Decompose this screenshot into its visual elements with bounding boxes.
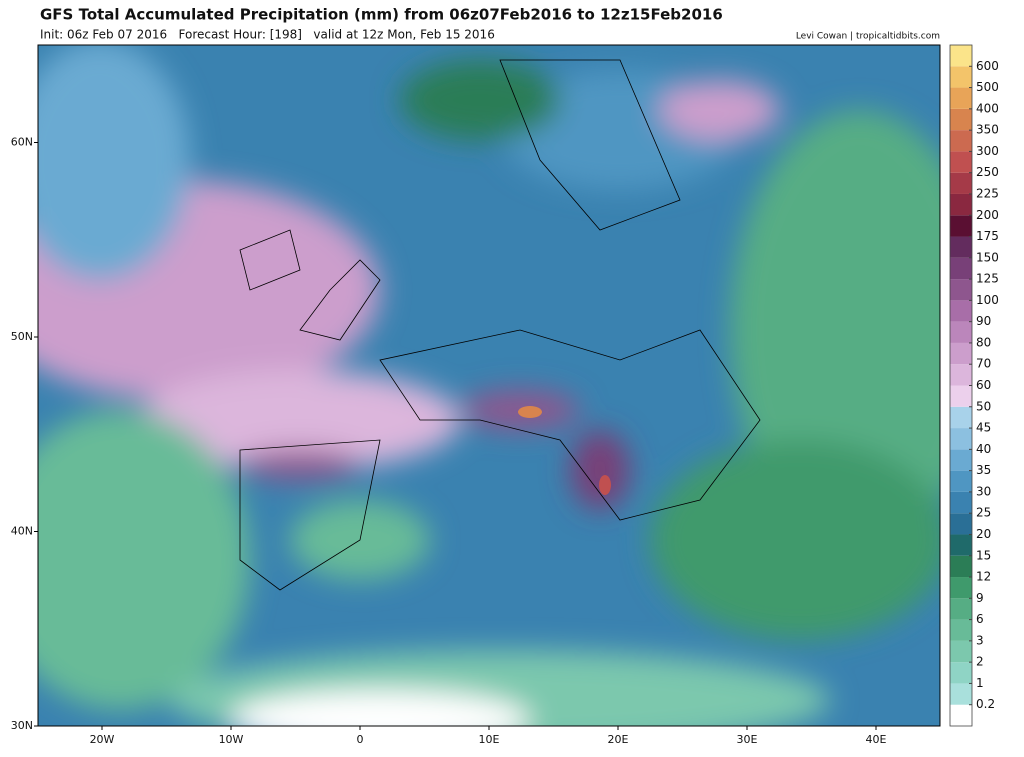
colorbar-box: [950, 342, 972, 365]
colorbar-label: 225: [976, 186, 999, 200]
colorbar-label: 45: [976, 421, 991, 435]
colorbar-label: 35: [976, 463, 991, 477]
colorbar-label: 15: [976, 548, 991, 562]
lon-label: 30E: [737, 733, 758, 746]
colorbar-box: [950, 236, 972, 258]
lat-label: 60N: [11, 136, 33, 149]
colorbar-box: [950, 598, 972, 620]
colorbar-label: 500: [976, 80, 999, 94]
colorbar-box: [950, 193, 972, 216]
colorbar-box: [950, 662, 972, 684]
colorbar-box: [950, 704, 972, 726]
colorbar-label: 300: [976, 144, 999, 158]
colorbar-box: [950, 449, 972, 471]
colorbar-box: [950, 172, 972, 194]
colorbar-label: 90: [976, 314, 991, 328]
colorbar-box: [950, 513, 972, 535]
colorbar-label: 150: [976, 250, 999, 264]
lat-label: 50N: [11, 330, 33, 343]
colorbar-box: [950, 683, 972, 705]
colorbar-box: [950, 364, 972, 386]
title: GFS Total Accumulated Precipitation (mm)…: [40, 6, 723, 24]
colorbar-box: [950, 151, 972, 173]
colorbar-label: 12: [976, 570, 991, 584]
colorbar-box: [950, 577, 972, 599]
colorbar-box: [950, 534, 972, 556]
colorbar-box: [950, 640, 972, 663]
lon-label: 10E: [479, 733, 500, 746]
colorbar-box: [950, 87, 972, 109]
colorbar-box: [950, 555, 972, 578]
colorbar-label: 100: [976, 293, 999, 307]
colorbar-box: [950, 491, 972, 514]
lon-label: 40E: [866, 733, 887, 746]
colorbar-box: [950, 279, 972, 301]
colorbar-box: [950, 215, 972, 237]
colorbar: 0.21236912152025303540455060708090100125…: [949, 44, 999, 727]
colorbar-label: 175: [976, 229, 999, 243]
lon-label: 0: [357, 733, 364, 746]
colorbar-box: [950, 130, 972, 152]
colorbar-box: [950, 406, 972, 429]
colorbar-box: [950, 108, 972, 131]
credit: Levi Cowan | tropicaltidbits.com: [796, 32, 940, 42]
colorbar-label: 125: [976, 272, 999, 286]
colorbar-label: 1: [976, 676, 984, 690]
lon-label: 20W: [90, 733, 115, 746]
colorbar-label: 400: [976, 101, 999, 115]
colorbar-label: 0.2: [976, 697, 995, 711]
subtitle: Init: 06z Feb 07 2016 Forecast Hour: [19…: [40, 28, 495, 42]
colorbar-label: 350: [976, 123, 999, 137]
lon-label: 20E: [608, 733, 629, 746]
colorbar-box: [950, 619, 972, 641]
colorbar-box: [950, 45, 972, 67]
colorbar-label: 25: [976, 506, 991, 520]
colorbar-box: [950, 321, 972, 343]
colorbar-label: 20: [976, 527, 991, 541]
colorbar-box: [950, 66, 972, 88]
colorbar-label: 50: [976, 399, 991, 413]
colorbar-label: 9: [976, 591, 984, 605]
lon-label: 10W: [219, 733, 244, 746]
colorbar-box: [950, 385, 972, 407]
colorbar-label: 6: [976, 612, 984, 626]
colorbar-label: 250: [976, 165, 999, 179]
colorbar-box: [950, 428, 972, 450]
colorbar-label: 30: [976, 484, 991, 498]
colorbar-label: 3: [976, 633, 984, 647]
colorbar-label: 2: [976, 655, 984, 669]
colorbar-box: [950, 470, 972, 492]
colorbar-box: [950, 300, 972, 322]
colorbar-label: 70: [976, 357, 991, 371]
colorbar-label: 40: [976, 442, 991, 456]
lat-label: 30N: [11, 719, 33, 732]
colorbar-label: 60: [976, 378, 991, 392]
colorbar-box: [950, 257, 972, 280]
colorbar-label: 600: [976, 59, 999, 73]
lat-label: 40N: [11, 525, 33, 538]
map: [38, 45, 940, 726]
colorbar-label: 80: [976, 335, 991, 349]
colorbar-label: 200: [976, 208, 999, 222]
